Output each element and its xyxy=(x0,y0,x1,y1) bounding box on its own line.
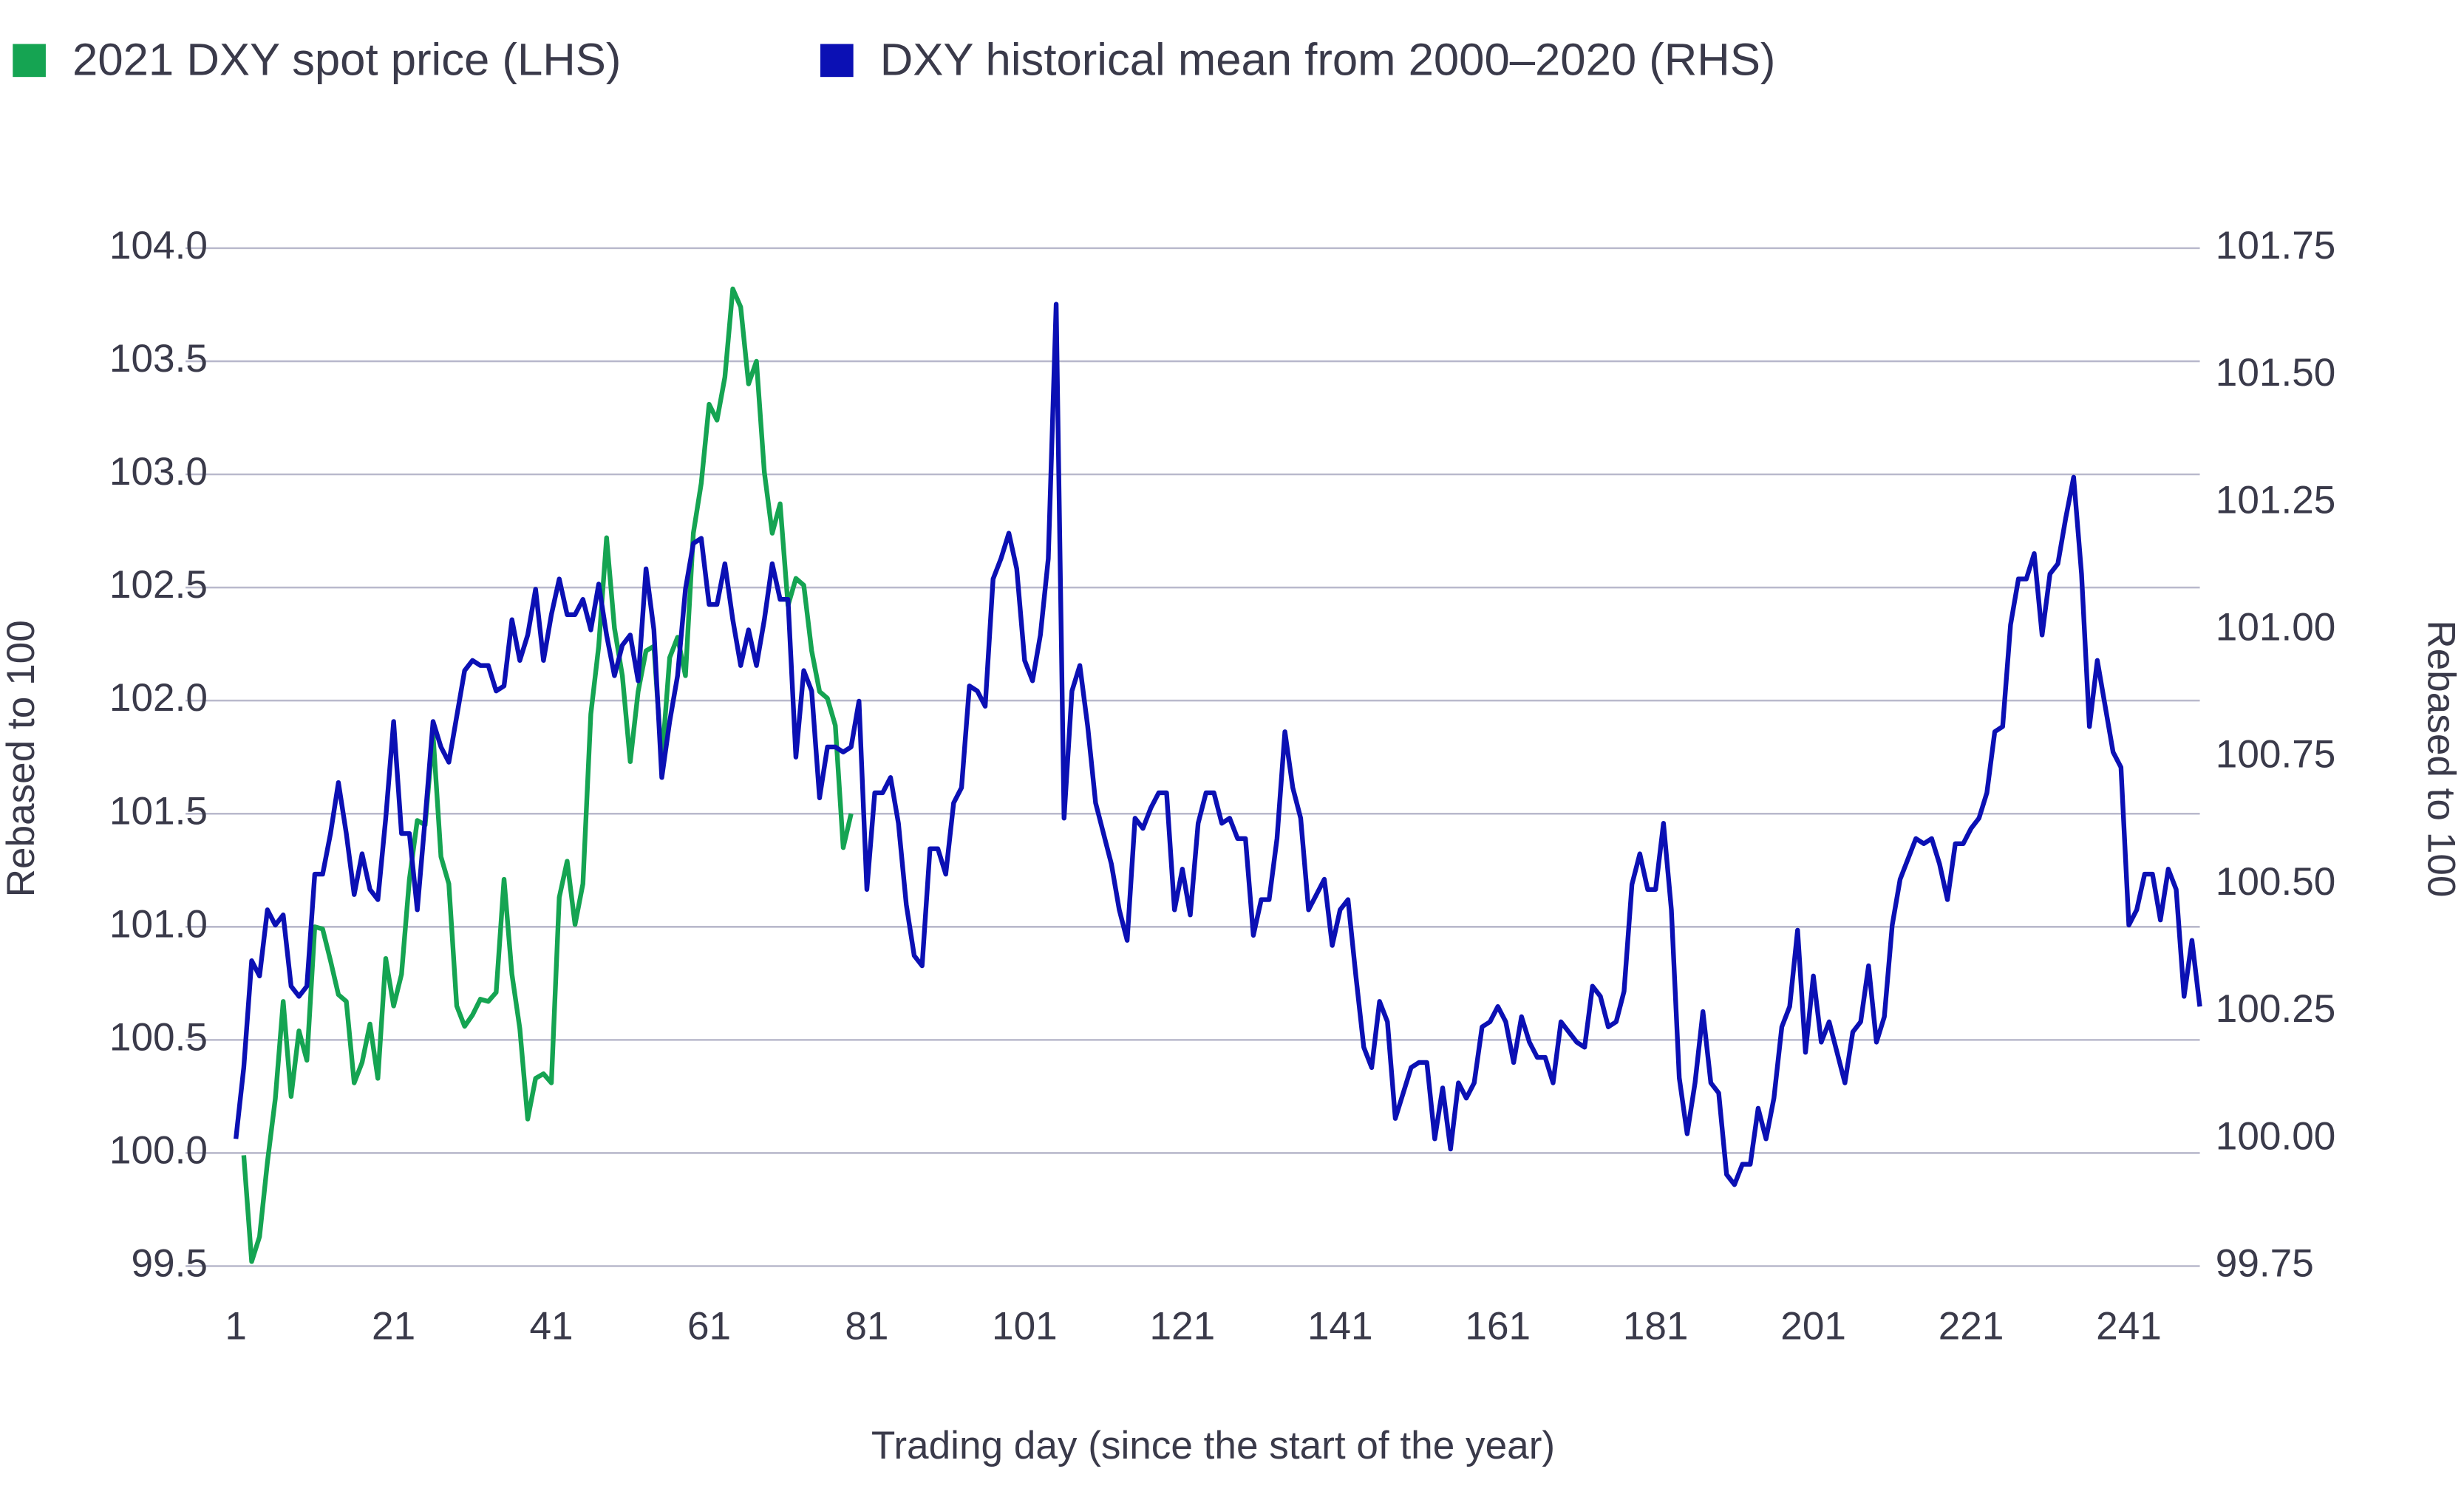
y-tick-label: 103.5 xyxy=(109,337,208,381)
series-line xyxy=(241,286,854,1264)
x-tick-label: 41 xyxy=(530,1305,574,1348)
x-tick-label: 81 xyxy=(845,1305,888,1348)
x-tick-label: 61 xyxy=(687,1305,731,1348)
y2-tick-label: 101.75 xyxy=(2216,224,2336,267)
x-tick-label: 141 xyxy=(1307,1305,1373,1348)
x-axis-title: Trading day (since the start of the year… xyxy=(871,1424,1555,1467)
y-tick-label: 102.5 xyxy=(109,563,208,607)
y-tick-label: 104.0 xyxy=(109,224,208,267)
x-tick-label: 161 xyxy=(1465,1305,1531,1348)
x-tick-label: 221 xyxy=(1939,1305,2004,1348)
y2-tick-label: 101.50 xyxy=(2216,351,2336,395)
legend-label: DXY historical mean from 2000–2020 (RHS) xyxy=(880,34,1776,85)
y-tick-label: 101.0 xyxy=(109,902,208,946)
y2-tick-label: 100.75 xyxy=(2216,733,2336,777)
y-tick-label: 100.0 xyxy=(109,1128,208,1172)
series-line xyxy=(233,301,2202,1187)
y-tick-label: 102.0 xyxy=(109,676,208,720)
x-tick-label: 181 xyxy=(1623,1305,1689,1348)
y2-tick-label: 100.00 xyxy=(2216,1114,2336,1158)
x-tick-label: 101 xyxy=(992,1305,1058,1348)
y-tick-label: 99.5 xyxy=(131,1242,207,1286)
x-tick-label: 21 xyxy=(372,1305,415,1348)
y2-tick-label: 99.75 xyxy=(2216,1242,2314,1286)
legend-swatch xyxy=(820,44,854,78)
y2-tick-label: 101.25 xyxy=(2216,478,2336,522)
y-tick-label: 100.5 xyxy=(109,1015,208,1059)
y-axis-title: Rebased to 100 xyxy=(0,620,43,897)
y2-tick-label: 100.50 xyxy=(2216,860,2336,904)
x-tick-label: 241 xyxy=(2096,1305,2162,1348)
y2-axis-title: Rebased to 100 xyxy=(2420,620,2463,897)
legend-label: 2021 DXY spot price (LHS) xyxy=(72,34,621,85)
y-tick-label: 103.0 xyxy=(109,450,208,494)
x-tick-label: 121 xyxy=(1150,1305,1216,1348)
x-tick-label: 201 xyxy=(1780,1305,1846,1348)
y2-tick-label: 101.00 xyxy=(2216,606,2336,649)
y2-tick-label: 100.25 xyxy=(2216,987,2336,1031)
y-tick-label: 101.5 xyxy=(109,789,208,833)
x-tick-label: 1 xyxy=(225,1305,247,1348)
legend-swatch xyxy=(13,44,46,78)
